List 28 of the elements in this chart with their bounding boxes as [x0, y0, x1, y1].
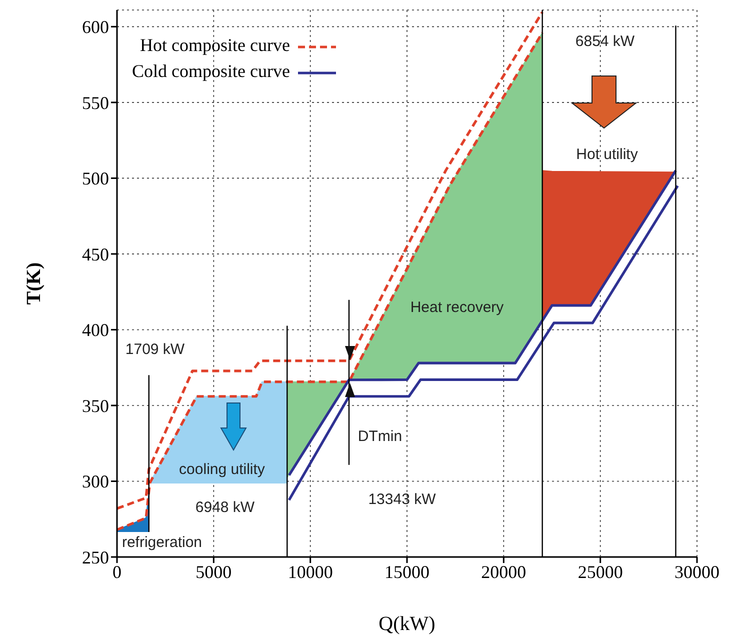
y-tick-label: 350 [82, 396, 109, 416]
annotation: 6854 kW [575, 32, 636, 50]
y-tick-label: 300 [82, 472, 109, 492]
y-tick-label: 250 [82, 547, 109, 568]
x-tick-label: 25000 [578, 562, 623, 582]
y-tick-label: 400 [82, 320, 109, 340]
annotation: 1709 kW [125, 340, 186, 358]
annotation: Heat recovery [410, 298, 504, 316]
y-tick-label: 600 [82, 17, 109, 38]
annotation: 6948 kW [195, 498, 256, 516]
y-axis-title: T(K) [23, 262, 45, 305]
x-tick-label: 10000 [288, 562, 333, 582]
x-tick-label: 0 [112, 562, 122, 582]
annotation: Hot utility [576, 146, 638, 163]
legend-label: Cold composite curve [132, 61, 290, 82]
legend-label: Hot composite curve [140, 35, 290, 56]
x-tick-label: 20000 [481, 562, 526, 582]
y-tick-label: 550 [82, 92, 109, 113]
y-tick-label: 500 [82, 168, 109, 189]
x-tick-label: 15000 [384, 562, 430, 582]
annotation: 13343 kW [368, 490, 437, 508]
annotation: cooling utility [179, 460, 266, 478]
y-tick-label: 450 [82, 244, 109, 264]
x-tick-label: 5000 [196, 562, 232, 582]
annotation: DTmin [358, 428, 402, 445]
annotation: refrigeration [122, 534, 202, 551]
x-tick-label: 30000 [674, 562, 720, 582]
x-axis-title: Q(kW) [378, 613, 436, 635]
